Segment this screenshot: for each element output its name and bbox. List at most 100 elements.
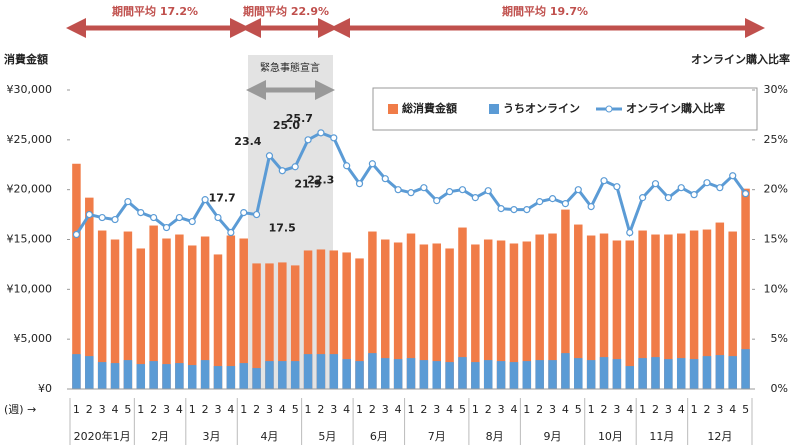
x-tick-label: 5 <box>742 403 749 416</box>
rate-point <box>587 203 595 211</box>
bar <box>162 238 171 389</box>
x-tick-label: 5 <box>124 403 131 416</box>
month-label: 11月 <box>649 430 674 443</box>
rate-point <box>72 230 81 239</box>
rate-point <box>201 196 209 204</box>
bar <box>586 235 596 389</box>
x-tick-label: 3 <box>266 403 273 416</box>
bar <box>239 363 248 389</box>
x-tick-label: 3 <box>549 403 556 416</box>
bar <box>651 234 660 389</box>
rate-point <box>484 187 492 195</box>
bar <box>329 250 339 389</box>
bar <box>458 357 467 389</box>
y2-tick-label: 15% <box>764 233 788 246</box>
y-tick-label: ¥10,000 <box>7 282 53 295</box>
rate-point <box>162 223 171 232</box>
rate-point <box>458 186 467 194</box>
bar <box>123 231 133 389</box>
data-label: 25.7 <box>286 112 313 125</box>
bar <box>432 361 441 389</box>
month-label: 9月 <box>544 430 562 443</box>
bar <box>676 358 686 389</box>
rate-point <box>523 206 531 214</box>
x-tick-label: 3 <box>498 403 505 416</box>
bar <box>702 356 712 389</box>
bar <box>213 254 223 389</box>
rate-point <box>278 167 286 175</box>
x-tick-label: 3 <box>330 403 337 416</box>
rate-point <box>420 184 428 192</box>
bar <box>136 364 146 389</box>
bar <box>689 230 699 389</box>
bar <box>702 229 712 389</box>
legend-label: うちオンライン <box>503 102 580 115</box>
bar <box>496 240 506 389</box>
y2-tick-label: 10% <box>764 282 788 295</box>
bar <box>316 354 326 389</box>
bar <box>419 360 429 389</box>
rate-point <box>497 205 505 213</box>
bar <box>175 363 184 389</box>
bar <box>226 366 236 389</box>
rate-point <box>317 129 325 137</box>
bar <box>625 240 635 389</box>
bar <box>290 265 300 389</box>
bar <box>149 361 158 389</box>
rate-point <box>407 189 415 197</box>
rate-point <box>703 179 711 187</box>
data-label: 17.5 <box>269 222 296 235</box>
bar <box>162 364 171 389</box>
x-tick-label: 1 <box>588 403 595 416</box>
data-label: 22.3 <box>307 174 334 187</box>
bar <box>522 241 532 389</box>
x-tick-label: 2 <box>420 403 427 416</box>
bar <box>445 248 454 389</box>
rate-point <box>741 190 750 198</box>
rate-point <box>227 228 235 237</box>
bar <box>200 360 210 389</box>
bar <box>715 222 725 389</box>
bar <box>342 252 351 389</box>
x-tick-label: 2 <box>86 403 93 416</box>
x-tick-label: 5 <box>292 403 299 416</box>
bar <box>239 238 248 389</box>
bar <box>97 230 107 389</box>
bar <box>110 239 120 389</box>
month-label: 5月 <box>318 430 336 443</box>
bar <box>599 357 609 389</box>
bar <box>368 231 377 389</box>
x-tick-label: 1 <box>691 403 698 416</box>
bar <box>265 361 274 389</box>
bar <box>316 249 326 389</box>
bar <box>664 359 673 389</box>
bar <box>252 263 261 389</box>
x-tick-label: 3 <box>214 403 221 416</box>
y-tick-label: ¥0 <box>38 382 52 395</box>
bar <box>355 258 364 389</box>
bar <box>393 359 403 389</box>
rate-point <box>240 208 248 217</box>
rate-point <box>536 198 544 206</box>
x-tick-label: 4 <box>112 403 119 416</box>
bar <box>97 362 107 389</box>
bar <box>638 230 647 389</box>
x-tick-label: 5 <box>575 403 582 416</box>
data-label: 21.9 <box>294 178 321 191</box>
y-axis-label: 消費金額 <box>4 52 48 66</box>
bar <box>612 240 622 389</box>
bar <box>187 245 197 389</box>
bar <box>406 233 416 389</box>
data-label: 23.4 <box>234 135 261 148</box>
rate-point <box>355 180 364 188</box>
bar <box>303 250 313 389</box>
bar <box>651 357 660 389</box>
bar <box>496 361 506 389</box>
bar <box>303 354 313 389</box>
y-tick-label: ¥15,000 <box>7 233 53 246</box>
x-tick-label: 4 <box>446 403 453 416</box>
bar <box>406 358 416 389</box>
bar <box>561 353 570 389</box>
rate-point <box>690 191 698 199</box>
